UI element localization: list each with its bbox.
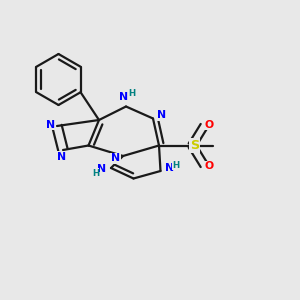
Text: N: N bbox=[111, 153, 120, 164]
Text: N: N bbox=[57, 152, 66, 162]
Text: N: N bbox=[98, 164, 106, 175]
Text: H: H bbox=[92, 169, 99, 178]
Text: H: H bbox=[172, 160, 180, 169]
Text: N: N bbox=[165, 163, 174, 173]
Text: S: S bbox=[190, 139, 199, 152]
Text: N: N bbox=[46, 119, 55, 130]
Text: O: O bbox=[204, 120, 213, 130]
Text: H: H bbox=[128, 89, 136, 98]
Text: N: N bbox=[157, 110, 166, 121]
Text: N: N bbox=[119, 92, 128, 103]
Text: O: O bbox=[204, 161, 213, 171]
